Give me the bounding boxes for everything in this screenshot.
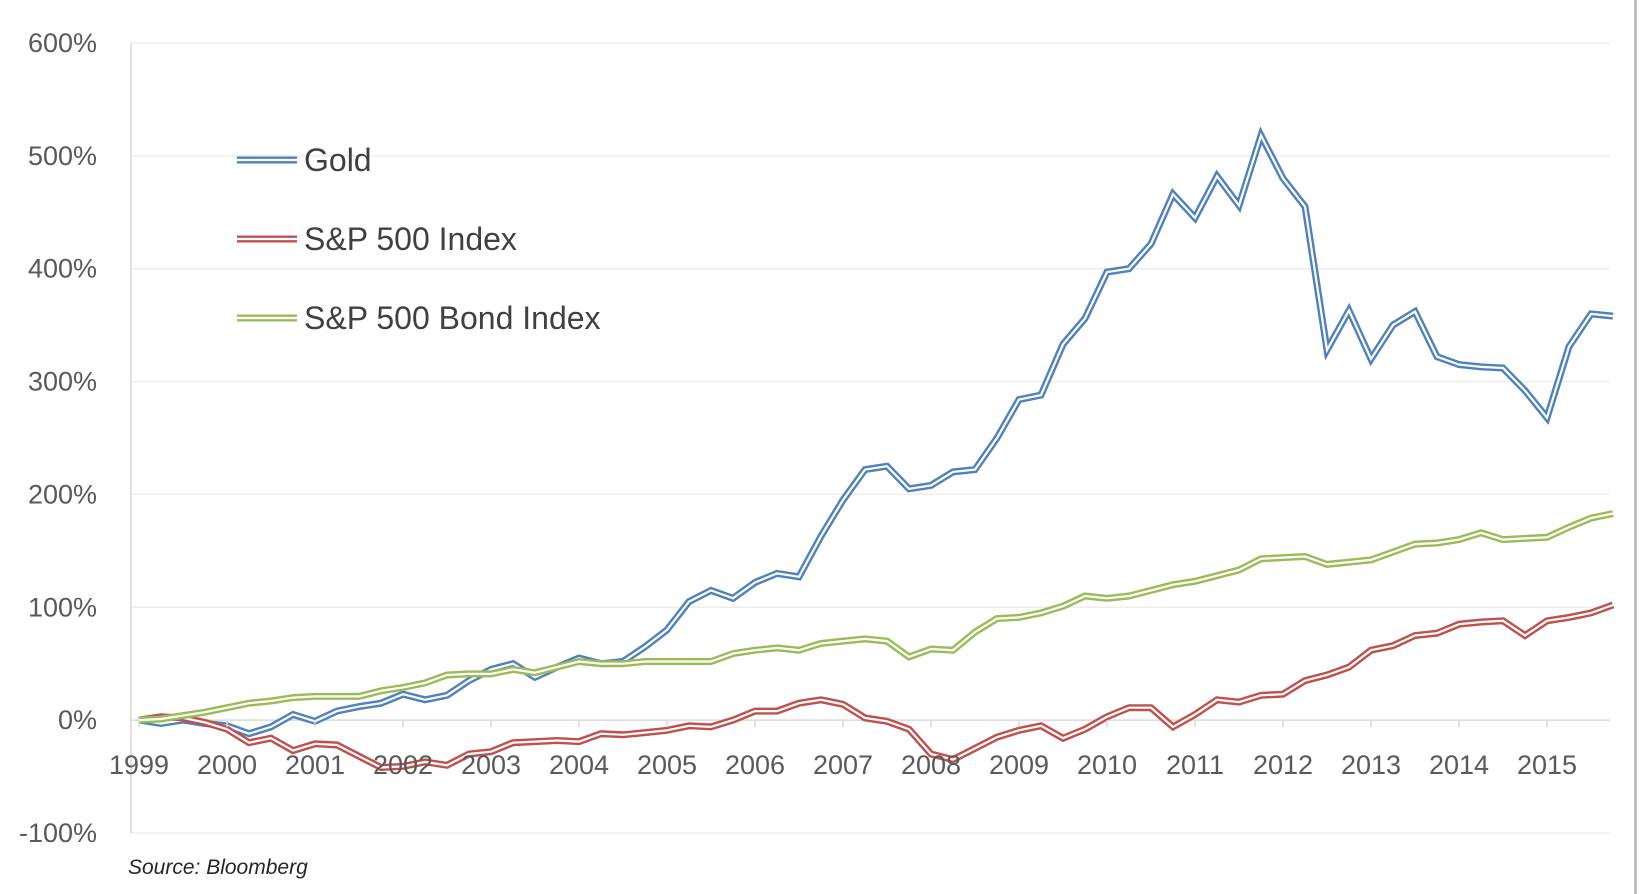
chart-border-right <box>1634 0 1637 894</box>
x-tick-label: 2000 <box>197 750 257 780</box>
gridlines <box>131 42 1610 834</box>
x-tick-label: 2014 <box>1429 750 1489 780</box>
x-tick-label: 2012 <box>1253 750 1313 780</box>
x-tick-label: 2010 <box>1077 750 1137 780</box>
series-line-s-p-500-bond-index <box>138 510 1614 724</box>
series-line-inner-gold <box>138 132 1614 735</box>
y-tick-label: 200% <box>28 479 97 509</box>
legend-label: S&P 500 Index <box>304 221 517 257</box>
x-tick-label: 2015 <box>1517 750 1577 780</box>
y-tick-label: 0% <box>58 705 97 735</box>
series-line-inner-s-p-500-index <box>138 603 1614 769</box>
y-tick-label: 600% <box>28 28 97 58</box>
y-tick-label: 300% <box>28 367 97 397</box>
series-line-s-p-500-index <box>138 601 1615 772</box>
legend-label: Gold <box>304 142 372 178</box>
x-tick-label: 2007 <box>813 750 873 780</box>
x-tick-label: 2003 <box>461 750 521 780</box>
x-tick-label: 2009 <box>989 750 1049 780</box>
legend: Gold S&P 500 Index S&P 500 Bond Index <box>237 142 601 336</box>
x-tick-label: 2004 <box>549 750 609 780</box>
y-tick-label: 500% <box>28 141 97 171</box>
y-tick-label: 400% <box>28 254 97 284</box>
x-tick-label: 2002 <box>373 750 433 780</box>
x-tick-label: 2005 <box>637 750 697 780</box>
x-tick-label: 2013 <box>1341 750 1401 780</box>
x-tick-label: 1999 <box>109 750 169 780</box>
x-tick-label: 2006 <box>725 750 785 780</box>
x-tick-label: 2011 <box>1166 750 1224 780</box>
legend-label: S&P 500 Bond Index <box>304 300 601 336</box>
series-line-inner-s-p-500-bond-index <box>138 512 1614 722</box>
y-tick-label: 100% <box>28 592 97 622</box>
x-tick-label: 2008 <box>901 750 961 780</box>
x-tick-labels: 1999 2000 2001 2002 2003 2004 2005 2006 2007 2008… <box>109 720 1577 780</box>
series-lines <box>138 126 1615 772</box>
y-tick-labels: 600% 500% 400% 300% 200% 100% 0% -100% <box>19 28 97 848</box>
source-note: Source: Bloomberg <box>128 856 308 879</box>
x-tick-label: 2001 <box>285 750 345 780</box>
y-tick-label: -100% <box>19 818 97 848</box>
